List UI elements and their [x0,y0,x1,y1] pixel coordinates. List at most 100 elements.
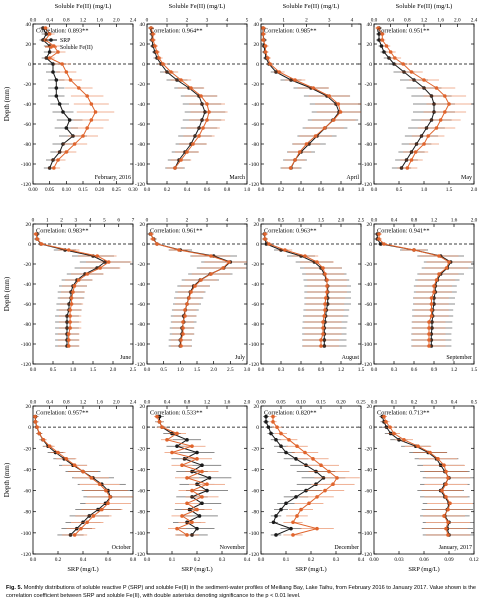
fe-point [177,248,181,252]
fe-point [185,150,189,154]
srp-point [289,526,293,531]
fe-point [207,110,211,114]
month-label: October [112,545,131,551]
x-tick-label: 0.0 [30,367,37,373]
legend-srp-marker [49,38,53,42]
srp-line [262,28,340,169]
y-tick-label: -40 [24,467,32,473]
x-tick-label: 3 [328,18,331,24]
y-tick-label: 20 [140,42,146,48]
panel-11: -120 -100 -80 -60 -40 -20 0 20 0.0 0.1 0.2 0.3 0.4 0.… [249,400,366,574]
y-tick-label: -120 [362,362,372,368]
y-tick-label: 0 [28,242,31,248]
x-tick-label: 0.0 [30,557,37,563]
fe-point [185,476,189,480]
fe-point [448,501,452,506]
y-tick-label: -80 [24,322,32,328]
fe-point [175,526,179,531]
fe-point [68,308,72,312]
y-tick-label: -80 [252,142,260,148]
y-tick-label: -100 [135,162,145,168]
x-tick-label: 0.8 [411,218,418,224]
y-tick-label: 20 [26,404,32,410]
fe-point [323,488,327,493]
fe-point [33,414,37,419]
fe-point [99,507,104,512]
y-tick-label: -60 [24,489,32,495]
fe-point [89,476,94,480]
fe-point [303,254,307,258]
month-label: August [342,355,360,361]
fe-point [377,237,381,241]
fe-point [200,495,204,499]
x-tick-label: 0.0 [258,218,265,224]
y-tick-label: -80 [365,142,373,148]
x-tick-label: 0.0 [144,557,151,563]
fe-point [149,232,153,236]
fe-point [180,514,184,518]
y-tick-label: -60 [252,302,260,308]
x-tick-label: 0.1 [169,557,176,563]
x-tick-label: 2.0 [210,367,217,373]
correlation-label: Correlation: 0.533** [150,410,202,417]
fe-point [427,338,431,342]
x-tick-label: 2 [186,18,189,24]
fe-point [434,86,439,90]
correlation-label: Correlation: 0.985** [264,28,316,35]
x-tick-label: 0.0 [371,367,378,373]
x-tick-label: 0.0 [371,187,378,193]
fe-point [60,62,64,66]
srp-point [274,533,278,537]
x-tick-label: 5 [246,218,249,224]
x-tick-label: 0.4 [244,557,251,563]
fe-point [106,501,110,506]
fe-point [161,62,165,66]
x-tick-label: 0.0 [30,400,37,406]
x-tick-label: 0.25 [356,400,366,406]
fe-point [446,476,450,480]
x-tick-label: 0.5 [471,400,478,406]
srp-point [279,444,283,448]
fe-point [43,26,48,30]
fe-point [209,254,213,258]
fe-point [68,314,72,318]
fe-point [271,420,275,424]
fe-point [72,284,77,288]
top-axis-title: Soluble Fe(II) (mg/L) [396,3,453,10]
fe-point [89,102,94,106]
fe-point [297,150,302,154]
x-tick-label: 0.2 [194,557,201,563]
fe-point [81,134,85,138]
fe-point [72,463,77,468]
y-tick-label: -100 [21,531,31,537]
fe-point [444,469,448,474]
top-axis-title: Soluble Fe(II) (mg/L) [55,3,112,10]
fe-point [437,254,441,258]
x-tick-label: 0 [146,18,149,24]
fe-point [315,260,319,264]
x-tick-label: 1.0 [70,367,77,373]
fe-point [442,514,446,518]
y-tick-label: 0 [142,62,145,68]
fe-point [179,338,183,342]
x-tick-label: 0.09 [444,557,454,563]
x-tick-label: 0.10 [296,400,306,406]
srp-point [378,242,383,246]
fe-point [77,86,81,90]
fe-point [422,142,426,146]
fe-point [323,302,327,306]
x-tick-label: 0.4 [298,187,305,193]
fe-point [392,431,396,436]
x-tick-label: 2.4 [471,18,478,24]
fe-point [64,150,69,154]
srp-point [51,62,55,66]
fe-line [264,234,328,346]
y-tick-label: -100 [362,342,372,348]
srp-point [284,501,288,506]
x-tick-label: 1.0 [421,187,428,193]
x-tick-label: 4 [351,18,354,24]
fe-line [377,27,450,169]
x-tick-label: 0.4 [46,18,53,24]
